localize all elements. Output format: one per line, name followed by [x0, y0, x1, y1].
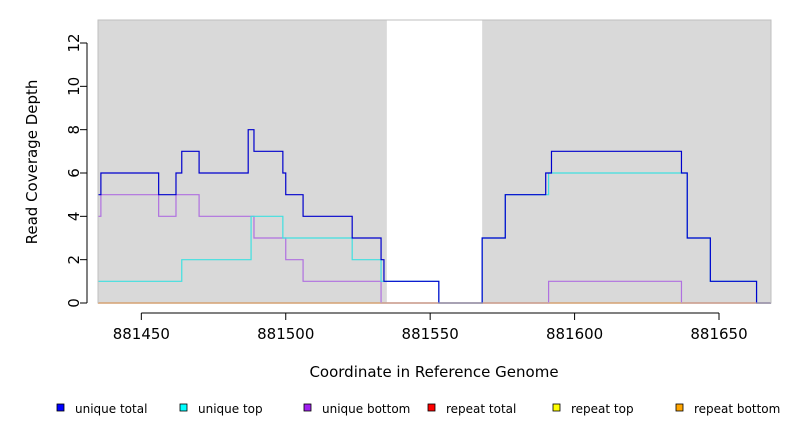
plot-background: [98, 20, 771, 303]
legend-swatch: [552, 403, 561, 412]
x-axis: 881450 881500 881550 881600 881650: [113, 312, 748, 343]
legend-label: repeat total: [446, 402, 516, 416]
y-tick-label: 10: [65, 77, 83, 96]
y-tick-label: 0: [65, 298, 83, 308]
x-tick-label: 881600: [546, 325, 603, 343]
y-tick-label: 12: [65, 33, 83, 52]
series-unique-bottom: [98, 194, 771, 304]
legend-swatch: [675, 403, 684, 412]
y-axis: 0 2 4 6 8 10 12: [65, 33, 88, 308]
plot-frame: [97, 19, 772, 304]
y-tick-label: 2: [65, 255, 83, 265]
y-tick-label: 4: [65, 212, 83, 222]
y-tick-label: 6: [65, 168, 83, 178]
legend-swatch: [179, 403, 188, 412]
x-tick-label: 881550: [402, 325, 459, 343]
x-tick-label: 881450: [113, 325, 170, 343]
plot-border: [97, 19, 772, 304]
legend: unique total unique top unique bottom repea…: [56, 402, 780, 416]
legend-label: unique top: [198, 402, 263, 416]
legend-label: repeat top: [571, 402, 634, 416]
x-tick-label: 881650: [690, 325, 747, 343]
legend-label: unique bottom: [322, 402, 410, 416]
legend-swatch: [427, 403, 436, 412]
series-unique-total: [98, 129, 771, 304]
x-axis-label: Coordinate in Reference Genome: [309, 363, 558, 381]
x-tick-label: 881500: [257, 325, 314, 343]
y-axis-label: Read Coverage Depth: [23, 80, 41, 245]
shaded-region-1: [482, 20, 771, 303]
legend-label: repeat bottom: [694, 402, 780, 416]
shaded-region-0: [98, 20, 387, 303]
legend-label: unique total: [75, 402, 147, 416]
y-tick-label: 8: [65, 125, 83, 135]
legend-swatch: [56, 403, 65, 412]
legend-swatch: [303, 403, 312, 412]
